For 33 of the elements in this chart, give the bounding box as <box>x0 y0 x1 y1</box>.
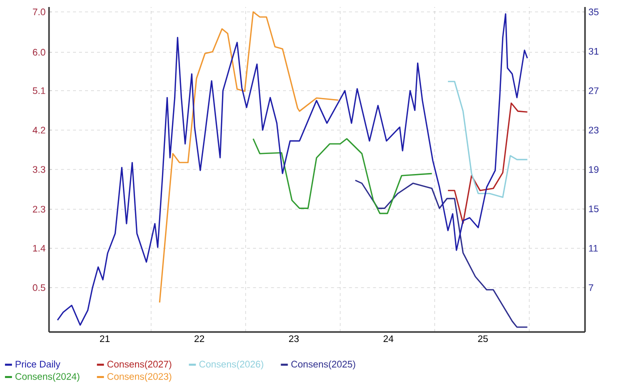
line-series <box>252 138 433 214</box>
legend-label: Price Daily <box>16 360 60 370</box>
y2-tick-label: 15 <box>589 206 599 212</box>
y2-tick-label: 23 <box>588 126 599 134</box>
y-tick-label: 7.0 <box>32 8 46 16</box>
legend-label: Consens(2026) <box>199 360 264 370</box>
line-series <box>354 180 528 328</box>
line-series <box>447 80 528 198</box>
y2-tick-label: 11 <box>589 245 598 252</box>
line-series <box>158 11 339 304</box>
x-tick-label: 25 <box>478 335 488 342</box>
y-tick-label: 4.2 <box>32 126 46 134</box>
y-tick-label: 3.3 <box>32 166 46 173</box>
y-tick-label: 6.0 <box>32 48 46 56</box>
y-tick-label: 5.1 <box>32 87 46 94</box>
legend-label: Consens(2024) <box>15 372 80 382</box>
y-tick-label: 0.5 <box>32 284 46 292</box>
legend-label: Consens(2027) <box>107 360 172 370</box>
y2-tick-label: 7 <box>588 284 594 291</box>
y-tick-label: 2.3 <box>32 206 46 213</box>
y2-tick-label: 31 <box>588 48 598 55</box>
line-series <box>447 102 528 224</box>
x-tick-label: 24 <box>384 335 394 342</box>
y-tick-label: 1.4 <box>33 244 46 252</box>
x-tick-label: 23 <box>289 335 299 342</box>
y2-tick-label: 19 <box>589 166 598 173</box>
legend-label: Consens(2025) <box>291 360 356 370</box>
line-series <box>56 13 528 326</box>
y2-tick-label: 27 <box>588 87 598 94</box>
y2-tick-label: 35 <box>588 8 599 16</box>
legend-label: Consens(2023) <box>107 372 172 382</box>
x-tick-label: 22 <box>194 335 204 342</box>
x-tick-label: 21 <box>100 335 110 342</box>
